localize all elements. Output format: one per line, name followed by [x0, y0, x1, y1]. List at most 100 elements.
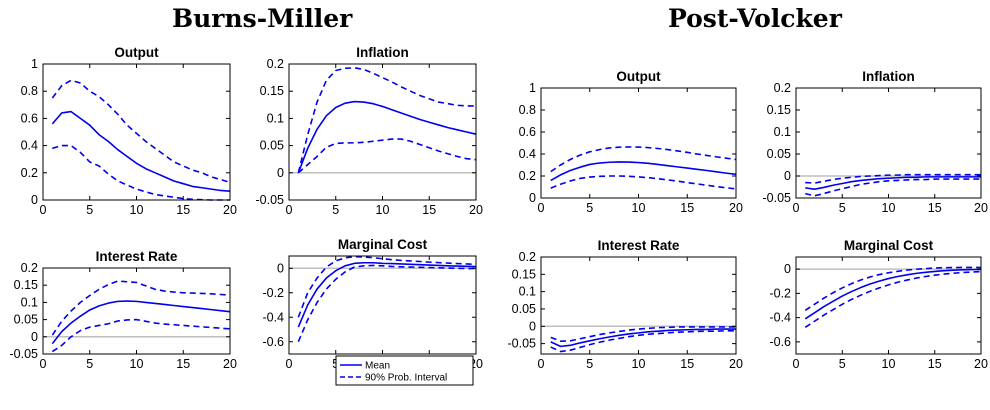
y-tick-label: 0 — [31, 193, 38, 207]
plot-frame — [42, 63, 231, 201]
mean-line — [51, 300, 231, 345]
mean-line — [297, 261, 477, 328]
upper-interval-line — [550, 326, 736, 342]
y-tick-label: 0.4 — [519, 147, 536, 161]
panel-title: Marginal Cost — [844, 238, 934, 253]
upper-interval-line — [804, 266, 982, 312]
group-title-burns-miller: Burns-Miller — [172, 4, 353, 33]
x-tick-label: 5 — [86, 203, 93, 217]
y-tick-label: -0.05 — [256, 193, 285, 207]
y-tick-label: 0 — [529, 319, 536, 333]
y-tick-label: -0.05 — [508, 337, 537, 351]
y-tick-label: 0 — [529, 191, 536, 205]
x-tick-label: 0 — [538, 201, 545, 215]
y-tick-label: 0.15 — [767, 103, 791, 117]
x-tick-label: 10 — [632, 201, 646, 215]
x-tick-label: 0 — [793, 201, 800, 215]
lower-interval-line — [550, 329, 736, 353]
y-tick-label: 0.6 — [21, 111, 38, 125]
x-tick-label: 15 — [422, 203, 436, 217]
x-tick-label: 10 — [882, 201, 896, 215]
panel-title: Inflation — [356, 45, 409, 60]
lower-interval-line — [804, 270, 982, 328]
mean-line — [297, 100, 477, 174]
upper-interval-line — [51, 280, 231, 336]
x-tick-label: 10 — [376, 203, 390, 217]
y-tick-label: 0.1 — [21, 295, 38, 309]
x-tick-label: 15 — [176, 357, 190, 371]
y-tick-label: 0.8 — [519, 103, 536, 117]
y-tick-label: 0.15 — [512, 267, 536, 281]
y-tick-label: -0.4 — [769, 311, 791, 325]
lower-interval-line — [51, 318, 231, 353]
group-title-post-volcker: Post-Volcker — [668, 4, 842, 33]
lower-interval-line — [297, 264, 477, 343]
y-tick-label: -0.6 — [262, 335, 284, 349]
x-tick-label: 0 — [40, 357, 47, 371]
y-tick-label: 0.2 — [519, 169, 536, 183]
panel-title: Marginal Cost — [338, 237, 428, 252]
panel-title: Inflation — [862, 69, 915, 84]
x-tick-label: 20 — [223, 357, 237, 371]
upper-interval-line — [550, 146, 737, 173]
y-tick-label: 0.05 — [512, 302, 536, 316]
y-tick-label: 0.05 — [14, 313, 38, 327]
x-tick-label: 0 — [286, 203, 293, 217]
upper-interval-line — [297, 255, 477, 318]
y-tick-label: 0.4 — [21, 139, 38, 153]
x-tick-label: 5 — [839, 201, 846, 215]
panel-title: Output — [616, 69, 661, 84]
lower-interval-line — [805, 178, 981, 197]
mean-line — [804, 268, 982, 320]
plot-frame — [540, 256, 737, 355]
lower-interval-line — [550, 175, 737, 190]
legend-interval-label: 90% Prob. Interval — [365, 373, 447, 384]
mean-line — [51, 110, 231, 192]
x-tick-label: 10 — [130, 203, 144, 217]
y-tick-label: 0 — [784, 262, 791, 276]
legend-mean-label: Mean — [365, 361, 390, 372]
x-tick-label: 0 — [40, 203, 47, 217]
y-tick-label: 0 — [277, 261, 284, 275]
x-tick-label: 20 — [469, 203, 483, 217]
x-tick-label: 15 — [928, 357, 942, 371]
plot-frame — [795, 256, 982, 355]
x-tick-label: 10 — [882, 357, 896, 371]
panel-title: Output — [114, 45, 159, 60]
x-tick-label: 15 — [680, 201, 694, 215]
y-tick-label: 0.15 — [260, 84, 284, 98]
y-tick-label: -0.4 — [262, 310, 284, 324]
x-tick-label: 5 — [839, 357, 846, 371]
mean-line — [550, 328, 736, 348]
y-tick-label: -0.2 — [262, 286, 284, 300]
y-tick-label: -0.05 — [763, 191, 792, 205]
panel-post-volckermarginal-cost: Marginal Cost 0 5 10 15 20 -0.6 -0.4 -0.2 0 Mean90… — [335, 238, 988, 386]
panel-post-volckeroutput: Output 0 5 10 15 20 0 0.2 0.4 0.6 0.8 1 — [519, 69, 743, 215]
mean-line — [550, 161, 737, 182]
x-tick-label: 20 — [729, 357, 743, 371]
y-tick-label: 0 — [31, 330, 38, 344]
x-tick-label: 15 — [928, 201, 942, 215]
y-tick-label: -0.05 — [10, 347, 39, 361]
x-tick-label: 15 — [176, 203, 190, 217]
y-tick-label: 0.05 — [767, 147, 791, 161]
x-tick-label: 10 — [632, 357, 646, 371]
x-tick-label: 20 — [974, 201, 988, 215]
x-tick-label: 5 — [86, 357, 93, 371]
y-tick-label: 0.1 — [267, 111, 284, 125]
legend-box — [335, 355, 474, 386]
x-tick-label: 20 — [223, 203, 237, 217]
plot-frame — [288, 255, 477, 355]
x-tick-label: 0 — [286, 357, 293, 371]
y-tick-label: 1 — [31, 57, 38, 71]
panel-title: Interest Rate — [598, 238, 680, 253]
x-tick-label: 0 — [793, 357, 800, 371]
upper-interval-line — [51, 79, 231, 184]
y-tick-label: 0.05 — [260, 139, 284, 153]
y-tick-label: 0.1 — [519, 285, 536, 299]
y-tick-label: 0.6 — [519, 125, 536, 139]
